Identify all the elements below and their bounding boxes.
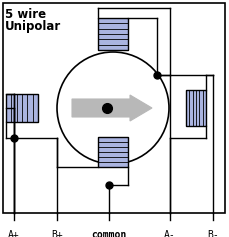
Bar bbox=[186, 90, 206, 126]
Text: Unipolar: Unipolar bbox=[5, 20, 61, 33]
Text: A-: A- bbox=[164, 230, 176, 237]
Text: B+: B+ bbox=[51, 230, 63, 237]
Bar bbox=[98, 18, 128, 50]
FancyArrow shape bbox=[72, 95, 152, 121]
Bar bbox=[6, 94, 38, 122]
Text: 5 wire: 5 wire bbox=[5, 8, 46, 21]
Text: B-: B- bbox=[207, 230, 219, 237]
Bar bbox=[98, 137, 128, 167]
Circle shape bbox=[57, 52, 169, 164]
Text: A+: A+ bbox=[8, 230, 20, 237]
Bar bbox=[3, 3, 225, 213]
Text: common: common bbox=[91, 230, 127, 237]
